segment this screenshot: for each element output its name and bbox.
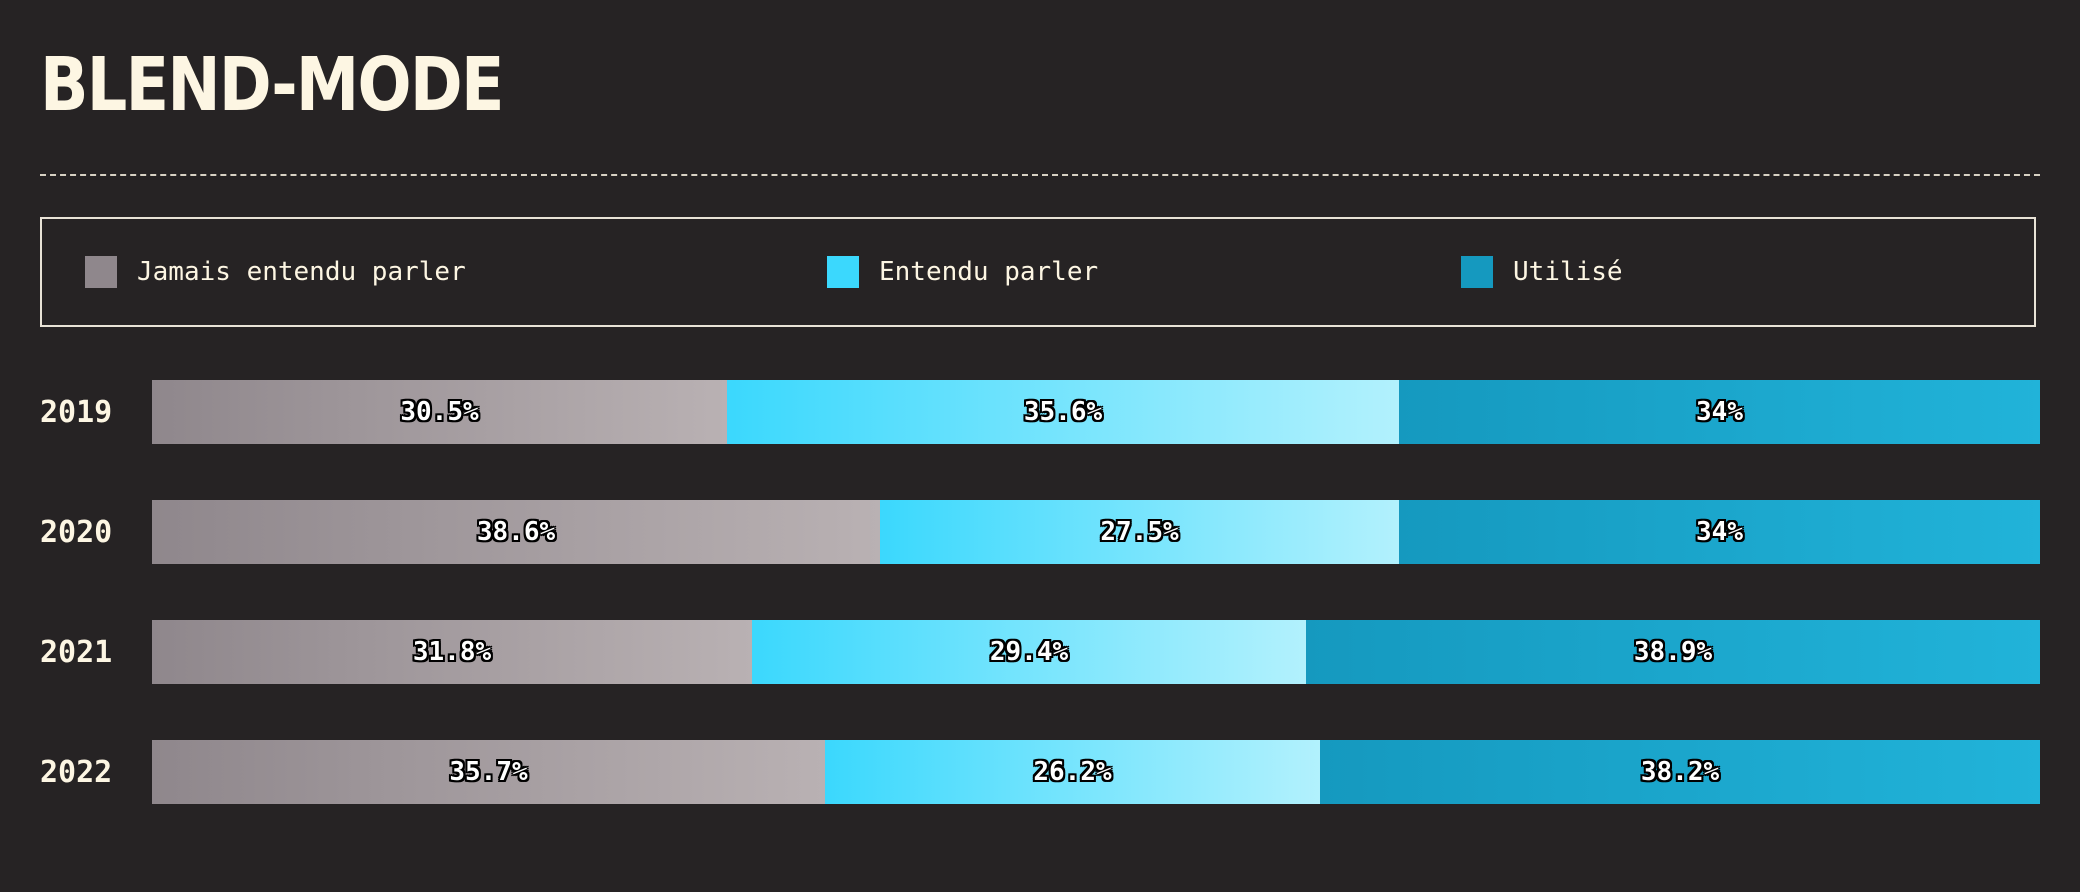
row-label-2021: 2021 (40, 634, 113, 670)
bar-2021: 31.8% 29.4% 38.9% (152, 620, 2040, 684)
legend-label-utilise: Utilisé (1513, 257, 1623, 287)
bar-2019: 30.5% 35.6% 34% (152, 380, 2040, 444)
data-label-utilise-2021: 38.9% (1633, 637, 1713, 667)
legend-item-utilise: Utilisé (1461, 219, 1623, 325)
legend-item-entendu: Entendu parler (827, 219, 1098, 325)
data-label-utilise-2020: 34% (1696, 517, 1743, 547)
legend-swatch-entendu (827, 256, 859, 288)
data-label-jamais-2020: 38.6% (476, 517, 556, 547)
bar-segment-utilise-2020: 34% (1399, 500, 2040, 564)
legend-label-jamais: Jamais entendu parler (137, 257, 466, 287)
data-label-jamais-2021: 31.8% (412, 637, 492, 667)
legend-item-jamais: Jamais entendu parler (85, 219, 466, 325)
bar-2022: 35.7% 26.2% 38.2% (152, 740, 2040, 804)
data-label-entendu-2022: 26.2% (1033, 757, 1112, 787)
title-divider (40, 174, 2040, 176)
legend: Jamais entendu parler Entendu parler Uti… (40, 217, 2036, 327)
legend-label-entendu: Entendu parler (879, 257, 1099, 287)
legend-swatch-jamais (85, 256, 117, 288)
chart-title: BLEND-MODE (40, 42, 504, 128)
row-label-2020: 2020 (40, 514, 113, 550)
data-label-entendu-2020: 27.5% (1100, 517, 1179, 547)
bar-segment-utilise-2022: 38.2% (1320, 740, 2040, 804)
legend-swatch-utilise (1461, 256, 1493, 288)
data-label-entendu-2021: 29.4% (989, 637, 1069, 667)
bar-segment-entendu-2019: 35.6% (727, 380, 1399, 444)
data-label-jamais-2022: 35.7% (449, 757, 528, 787)
bar-segment-entendu-2022: 26.2% (825, 740, 1320, 804)
bar-segment-jamais-2021: 31.8% (152, 620, 752, 684)
data-label-entendu-2019: 35.6% (1023, 397, 1103, 427)
bar-segment-jamais-2022: 35.7% (152, 740, 825, 804)
bar-2020: 38.6% 27.5% 34% (152, 500, 2040, 564)
row-label-2022: 2022 (40, 754, 113, 790)
bar-segment-utilise-2019: 34% (1399, 380, 2040, 444)
row-label-2019: 2019 (40, 394, 113, 430)
data-label-utilise-2022: 38.2% (1640, 757, 1720, 787)
bar-segment-jamais-2020: 38.6% (152, 500, 880, 564)
data-label-utilise-2019: 34% (1696, 397, 1743, 427)
bar-segment-utilise-2021: 38.9% (1306, 620, 2040, 684)
bar-segment-entendu-2020: 27.5% (880, 500, 1399, 564)
bar-segment-entendu-2021: 29.4% (752, 620, 1306, 684)
bar-segment-jamais-2019: 30.5% (152, 380, 727, 444)
data-label-jamais-2019: 30.5% (400, 397, 479, 427)
